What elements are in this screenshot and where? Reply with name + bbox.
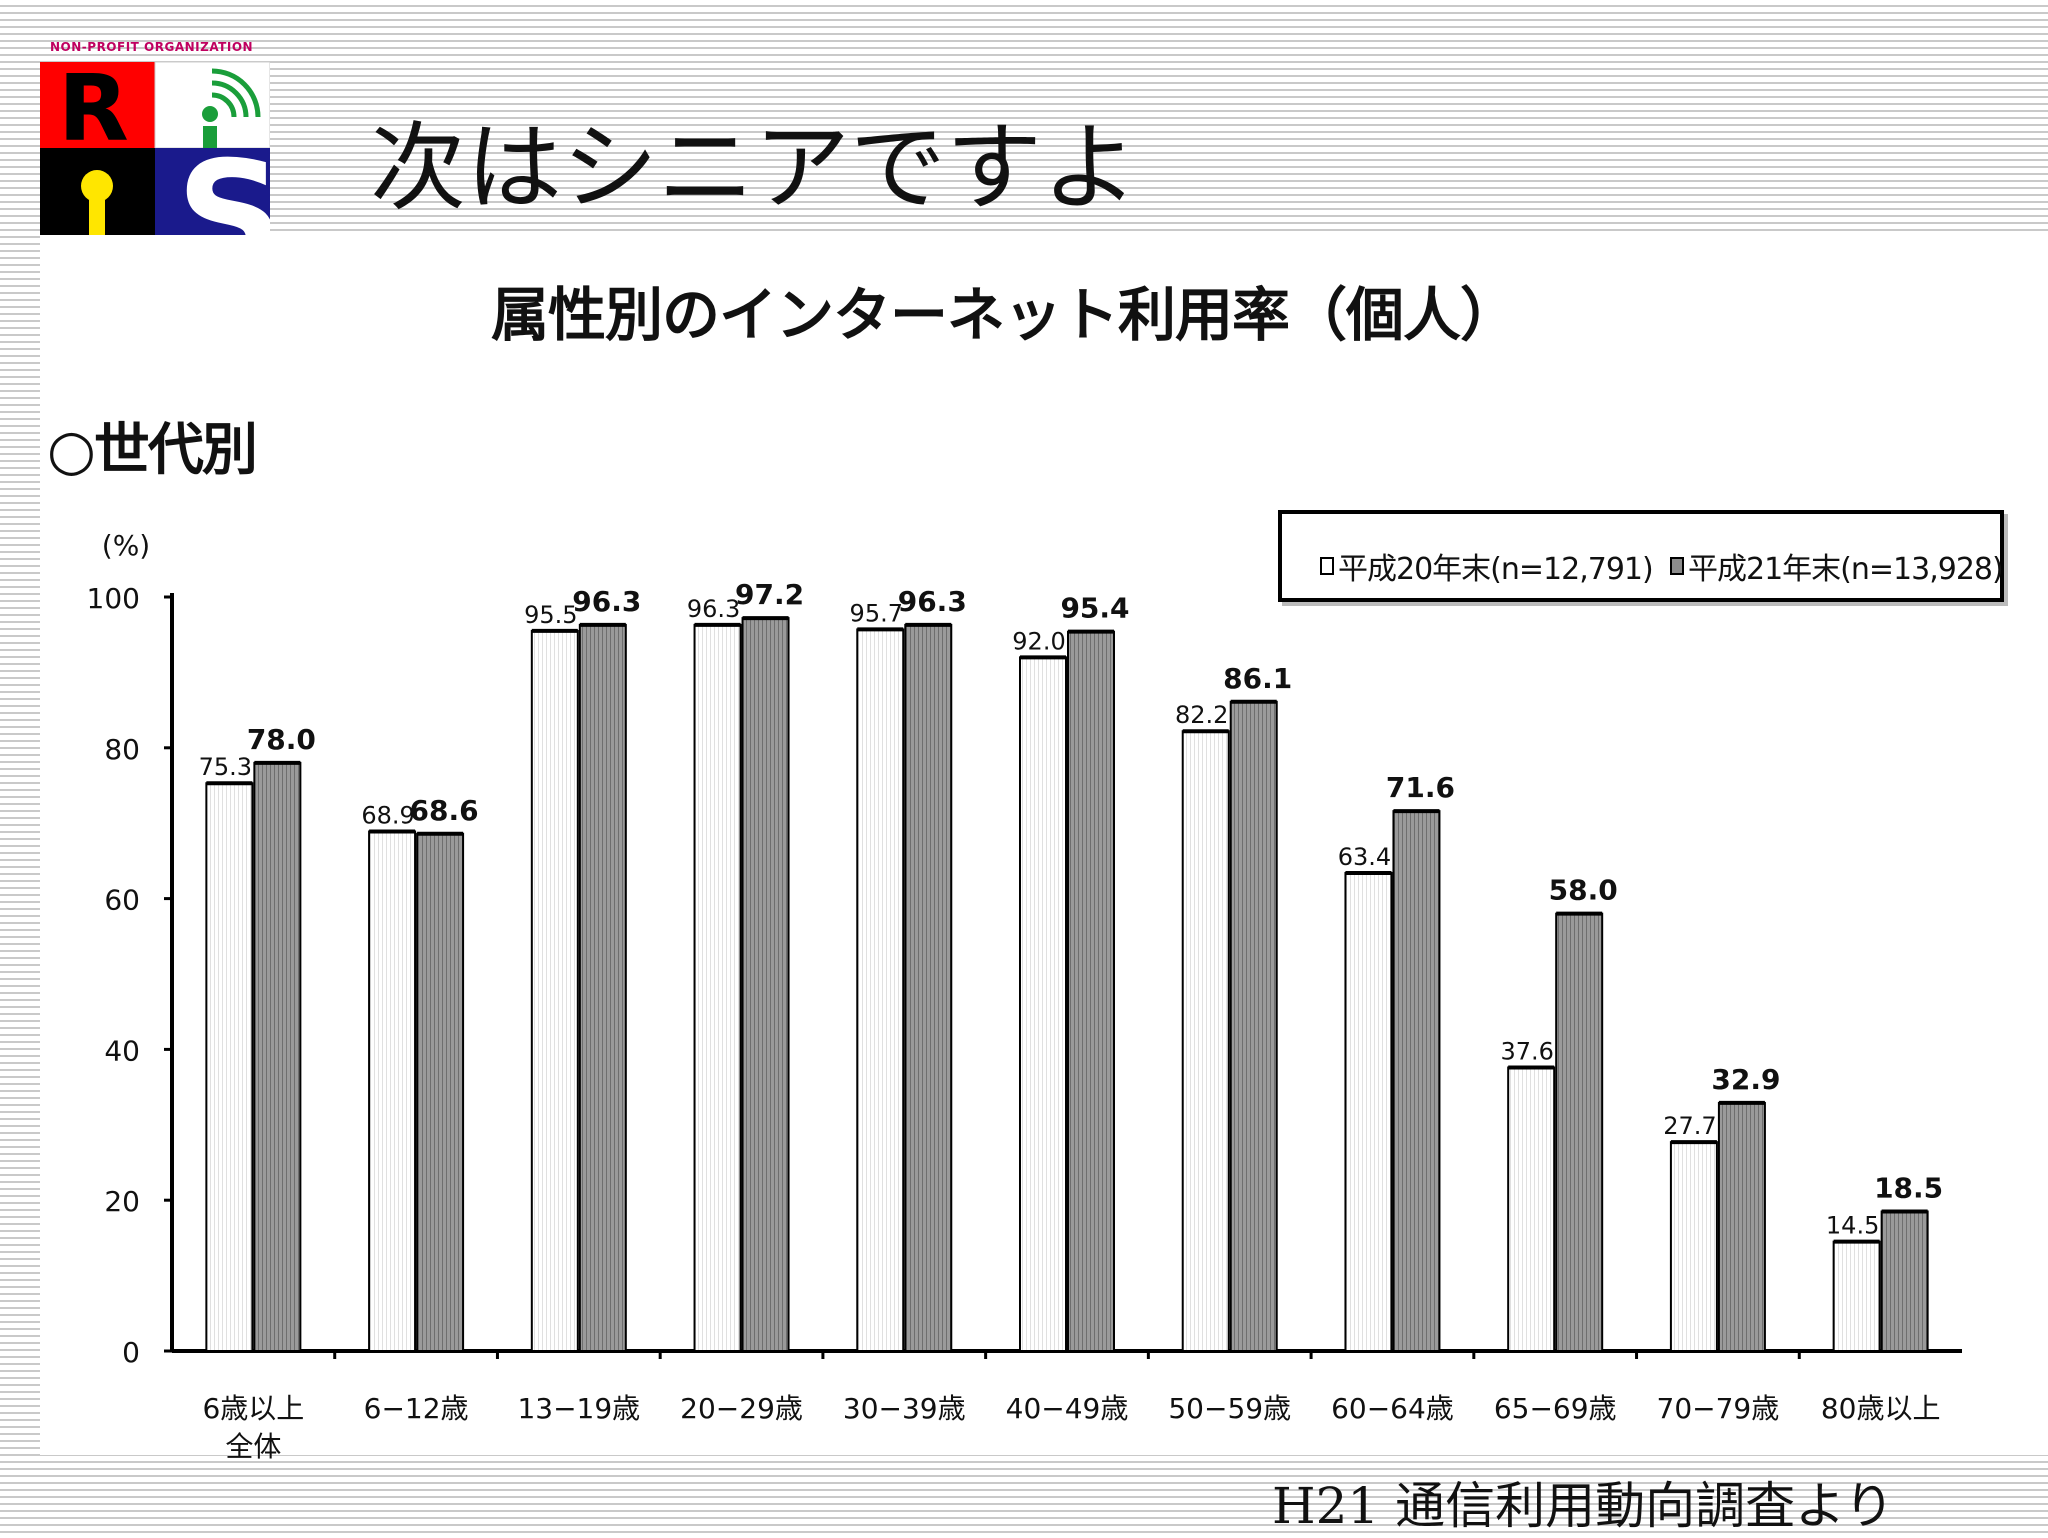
data-label-h21: 78.0 [247, 723, 316, 756]
chart-legend: 平成20年末(n=12,791) 平成21年末(n=13,928) [1278, 510, 2004, 602]
logo-red-quadrant [40, 62, 155, 148]
data-label-h21: 71.6 [1386, 771, 1455, 804]
bar-h21 [741, 617, 790, 1352]
logo-org-text: NON-PROFIT ORGANIZATION [50, 40, 254, 54]
section-label: ○世代別 [47, 418, 258, 483]
bar-h20 [1181, 730, 1230, 1352]
legend-swatch-2008 [1320, 557, 1334, 575]
bar-h20 [856, 628, 905, 1352]
data-label-h20: 96.3 [687, 595, 740, 623]
x-category-label: 60−64歳 [1331, 1392, 1454, 1425]
x-category-label: 50−59歳 [1168, 1392, 1291, 1425]
bar-h21 [253, 761, 302, 1352]
bar-h21 [1880, 1210, 1929, 1353]
logo-navy-quadrant [155, 148, 270, 235]
x-category-label: 6−12歳 [364, 1392, 469, 1425]
logo-letter-s: S [176, 130, 270, 235]
data-label-h21: 95.4 [1060, 592, 1129, 625]
logo-i-stem [203, 126, 217, 148]
legend-label-2009: 平成21年末(n=13,928) [1688, 552, 2004, 587]
y-tick-label: 60 [104, 884, 140, 917]
bar-h20 [1019, 656, 1067, 1352]
data-label-h21: 96.3 [572, 585, 641, 618]
bar-h21 [578, 623, 627, 1352]
bar-h21 [1067, 630, 1115, 1352]
data-label-h20: 82.2 [1175, 701, 1228, 729]
source-note: H21 通信利用動向調査より [1272, 1477, 1895, 1535]
bar-h21 [904, 623, 953, 1352]
bar-h20 [1344, 871, 1393, 1352]
data-label-h21: 96.3 [898, 585, 967, 618]
data-label-h21: 58.0 [1549, 874, 1618, 907]
y-tick-label: 20 [104, 1185, 140, 1218]
data-label-h21: 68.6 [410, 794, 479, 827]
slide-title: 次はシニアですよ [370, 112, 1138, 224]
x-category-label: 20−29歳 [680, 1392, 803, 1425]
x-category-label: 40−49歳 [1006, 1392, 1129, 1425]
y-axis-label: (%) [102, 529, 150, 562]
y-tick-label: 0 [122, 1336, 140, 1369]
logo-letter-r: R [58, 55, 129, 162]
logo-keyhole-stem [89, 200, 105, 235]
bar-h20 [530, 629, 579, 1352]
data-label-h21: 18.5 [1874, 1172, 1943, 1205]
chart-title: 属性別のインターネット利用率（個人） [490, 281, 1518, 349]
data-label-h21: 86.1 [1223, 662, 1292, 695]
y-tick-label: 100 [87, 582, 140, 615]
bar-h20 [1832, 1240, 1881, 1353]
logo: R S [40, 55, 270, 235]
y-tick-label: 80 [104, 733, 140, 766]
data-label-h20: 75.3 [199, 753, 252, 781]
x-category-label: 6歳以上 [202, 1392, 304, 1425]
bar-h21 [1555, 912, 1604, 1352]
data-label-h20: 68.9 [361, 801, 414, 829]
x-category-label: 80歳以上 [1821, 1392, 1941, 1425]
data-label-h21: 97.2 [735, 578, 804, 611]
legend-item-2008: 平成20年末(n=12,791) [1320, 544, 1654, 588]
data-label-h20: 37.6 [1500, 1037, 1553, 1065]
data-label-h20: 92.0 [1012, 627, 1065, 655]
x-category-label: 30−39歳 [843, 1392, 966, 1425]
x-category-label: 13−19歳 [517, 1392, 640, 1425]
data-label-h20: 63.4 [1338, 843, 1391, 871]
data-label-h20: 14.5 [1826, 1212, 1879, 1240]
logo-keyhole-icon [81, 170, 113, 202]
bar-h20 [368, 830, 417, 1352]
data-label-h20: 27.7 [1663, 1112, 1716, 1140]
bar-h20 [693, 623, 742, 1352]
legend-swatch-2009 [1670, 557, 1684, 575]
logo-i-dot [202, 106, 218, 122]
legend-item-2009: 平成21年末(n=13,928) [1670, 544, 2004, 588]
bar-h21 [1229, 700, 1278, 1352]
x-category-label: 65−69歳 [1494, 1392, 1617, 1425]
bar-h20 [205, 782, 254, 1352]
data-label-h20: 95.7 [850, 599, 903, 627]
y-tick-label: 40 [104, 1034, 140, 1067]
bar-h20 [1507, 1066, 1556, 1352]
bar-h21 [416, 832, 465, 1352]
data-label-h20: 95.5 [524, 601, 577, 629]
bar-h20 [1669, 1141, 1718, 1352]
data-label-h21: 32.9 [1711, 1063, 1780, 1096]
bar-h21 [1717, 1101, 1766, 1352]
x-category-label: 全体 [225, 1430, 281, 1463]
x-category-label: 70−79歳 [1657, 1392, 1780, 1425]
bar-h21 [1392, 810, 1441, 1352]
legend-label-2008: 平成20年末(n=12,791) [1338, 552, 1654, 587]
wifi-icon [211, 68, 261, 118]
